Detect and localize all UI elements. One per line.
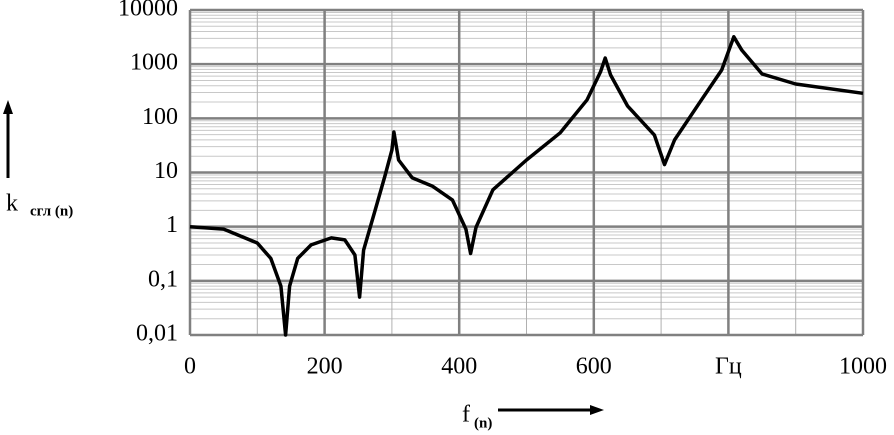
y-tick-label: 1 bbox=[166, 212, 178, 238]
y-label: k bbox=[6, 191, 18, 217]
y-tick-label: 10000 bbox=[118, 0, 178, 22]
x-arrow-head bbox=[590, 405, 604, 415]
x-tick-label: 200 bbox=[307, 354, 343, 380]
y-label-sub: сгл (n) bbox=[30, 203, 73, 219]
x-tick-label: 0 bbox=[184, 354, 196, 380]
y-arrow-head bbox=[3, 100, 13, 114]
grid bbox=[188, 8, 865, 337]
x-tick-label: 400 bbox=[441, 354, 477, 380]
x-tick-label: 1000 bbox=[839, 354, 887, 380]
plot bbox=[189, 35, 864, 337]
y-tick-label: 0,01 bbox=[136, 321, 178, 347]
data-line bbox=[189, 35, 864, 337]
y-tick-label: 100 bbox=[142, 104, 178, 130]
y-tick-label: 10 bbox=[154, 158, 178, 184]
x-tick-label: 600 bbox=[576, 354, 612, 380]
y-tick-label: 0,1 bbox=[148, 266, 178, 292]
x-tick-label: Гц bbox=[715, 354, 742, 380]
y-tick-label: 1000 bbox=[130, 50, 178, 76]
x-label: f bbox=[462, 402, 470, 428]
x-label-sub: (n) bbox=[474, 415, 492, 431]
